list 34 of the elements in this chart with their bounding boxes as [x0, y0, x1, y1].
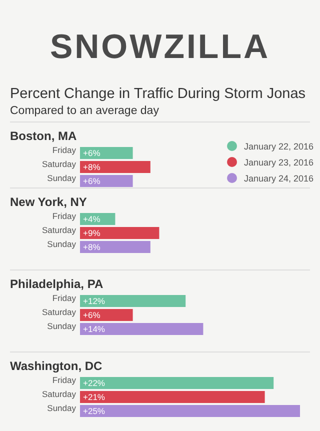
chart-title: New York, NY [10, 195, 87, 209]
data-label: +6% [83, 310, 101, 320]
text: SNOWZILLA [50, 28, 270, 66]
y-tick-label: Saturday [42, 225, 77, 235]
data-label: +14% [83, 324, 106, 334]
chart-title: Boston, MA [10, 129, 77, 143]
legend-label: January 24, 2016 [244, 174, 314, 184]
y-tick-label: Friday [52, 211, 77, 221]
data-label: +4% [83, 214, 101, 224]
legend-label: January 23, 2016 [244, 158, 314, 168]
legend-label: January 22, 2016 [244, 142, 314, 152]
text: Compared to an average day [10, 105, 160, 117]
data-label: +21% [83, 392, 106, 402]
y-tick-label: Saturday [42, 307, 77, 317]
data-label: +22% [83, 378, 106, 388]
y-tick-label: Friday [52, 145, 77, 155]
y-tick-label: Sunday [47, 403, 77, 413]
text: Percent Change in Traffic During Storm Jonas [10, 86, 306, 102]
chart-title: Philadelphia, PA [10, 277, 104, 291]
y-tick-label: Friday [52, 293, 77, 303]
y-tick-label: Sunday [47, 173, 77, 183]
data-label: +6% [83, 176, 101, 186]
y-tick-label: Saturday [42, 389, 77, 399]
data-label: +12% [83, 296, 106, 306]
y-tick-label: Sunday [47, 239, 77, 249]
data-label: +8% [83, 162, 101, 172]
data-label: +6% [83, 148, 101, 158]
data-label: +25% [83, 406, 106, 416]
y-tick-label: Sunday [47, 321, 77, 331]
chart-title: Washington, DC [10, 359, 103, 373]
data-label: +9% [83, 228, 101, 238]
data-label: +8% [83, 242, 101, 252]
y-tick-label: Saturday [42, 159, 77, 169]
y-tick-label: Friday [52, 375, 77, 385]
